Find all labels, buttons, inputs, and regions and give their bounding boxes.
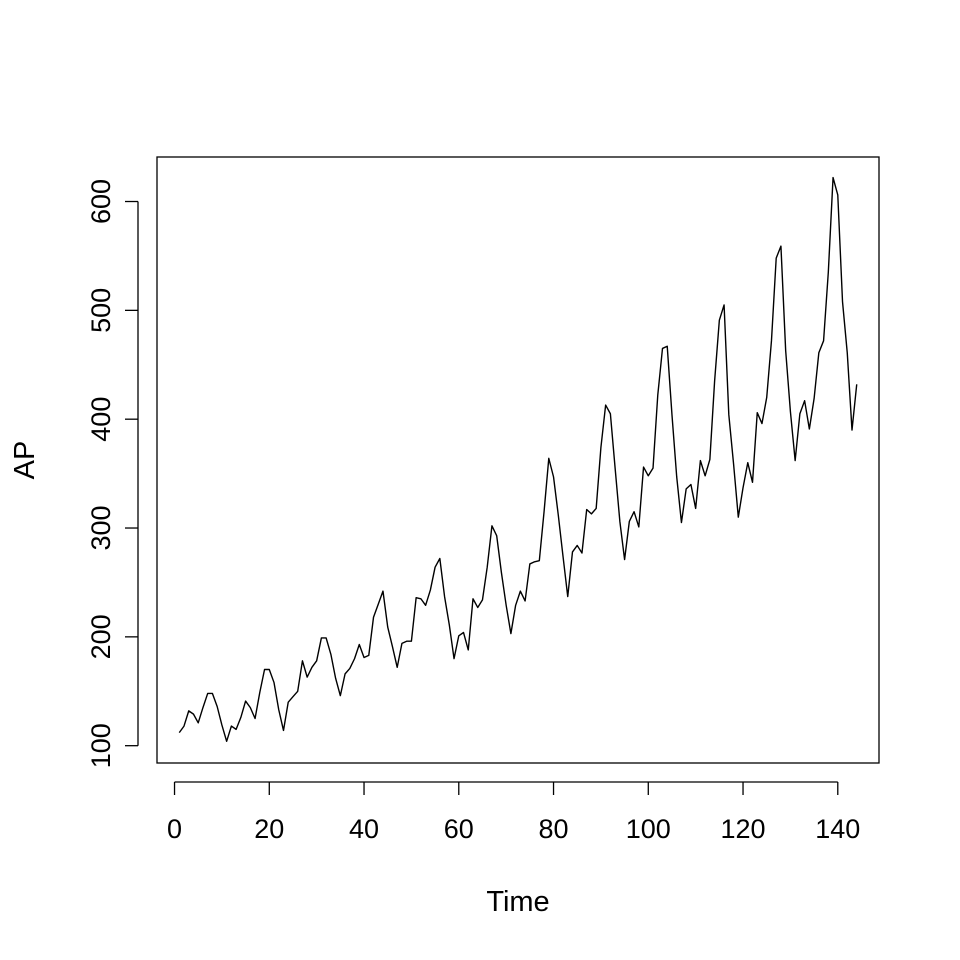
- y-axis: 100 200 300 400 500 600: [86, 179, 139, 768]
- y-axis-label: AP: [9, 441, 41, 480]
- series-line: [178, 176, 858, 743]
- x-axis-label: Time: [486, 886, 549, 918]
- y-tick-label: 200: [86, 614, 116, 659]
- plot-box: [156, 156, 880, 764]
- y-tick-label: 300: [86, 505, 116, 550]
- x-tick-label: 80: [539, 814, 569, 844]
- x-tick-label: 100: [626, 814, 671, 844]
- x-tick-label: 40: [349, 814, 379, 844]
- y-tick-label: 600: [86, 179, 116, 224]
- x-tick-label: 140: [815, 814, 860, 844]
- x-tick-label: 120: [721, 814, 766, 844]
- y-tick-label: 500: [86, 288, 116, 333]
- x-tick-label: 20: [254, 814, 284, 844]
- y-tick-label: 100: [86, 723, 116, 768]
- y-tick-label: 400: [86, 397, 116, 442]
- series-points: [179, 178, 856, 742]
- x-axis: 0 20 40 60 80 100 120 140: [167, 781, 860, 844]
- x-tick-label: 60: [444, 814, 474, 844]
- x-tick-label: 0: [167, 814, 182, 844]
